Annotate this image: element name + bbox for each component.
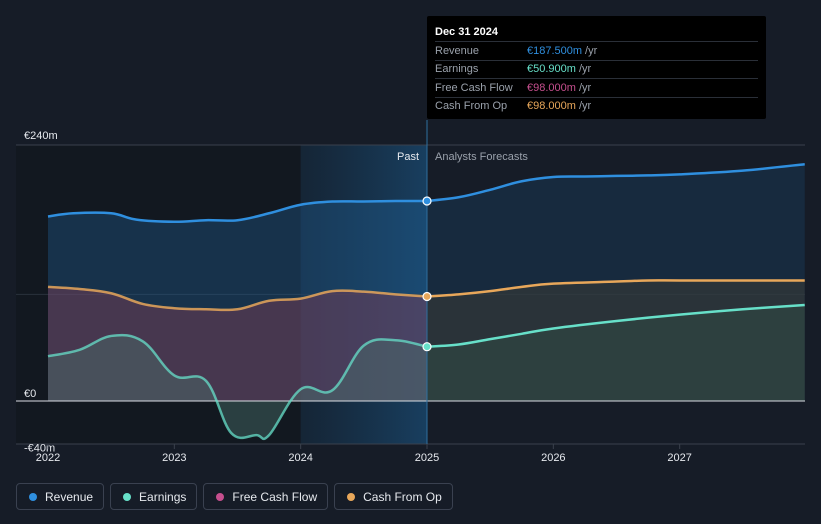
- cash-from-op-line-past: [47, 285, 428, 312]
- legend-dot-icon: [347, 492, 356, 501]
- tooltip-unit: /yr: [578, 81, 592, 94]
- earnings-marker: [422, 342, 432, 352]
- cash-from-op-marker: [422, 291, 432, 302]
- tooltip-unit: /yr: [585, 44, 598, 57]
- tooltip-label: Revenue: [435, 44, 480, 57]
- legend-item-free-cash-flow[interactable]: Free Cash Flow: [203, 483, 329, 510]
- earnings-line-forecast: [426, 303, 805, 348]
- legend: Revenue Earnings Free Cash Flow Cash Fro…: [16, 483, 453, 512]
- earnings-area-forecast: [427, 305, 805, 401]
- revenue-marker: [422, 196, 432, 206]
- x-tick-label: 2027: [667, 452, 691, 464]
- legend-dot-icon: [29, 492, 37, 501]
- legend-label: Revenue: [45, 489, 94, 504]
- tooltip-row-cash-from-op: Cash From Op €98.000m /yr: [435, 96, 758, 116]
- legend-label: Earnings: [139, 489, 187, 504]
- tooltip-row-free-cash-flow: Free Cash Flow €98.000m /yr: [435, 78, 758, 97]
- tooltip-label: Earnings: [435, 63, 479, 76]
- x-tick-label: 2026: [541, 452, 565, 464]
- x-tick-label: 2023: [162, 452, 186, 464]
- free-cash-flow-area-past: [48, 286, 427, 401]
- tooltip-value: €187.500m: [527, 44, 583, 57]
- tooltip-row-earnings: Earnings €50.900m /yr: [435, 59, 758, 79]
- x-tick-label: 2022: [36, 452, 60, 464]
- legend-dot-icon: [216, 492, 225, 501]
- tooltip-label: Cash From Op: [435, 100, 508, 113]
- tooltip-date: Dec 31 2024: [435, 26, 498, 38]
- tooltip: Dec 31 2024 Revenue €187.500m /yr Earnin…: [427, 16, 766, 119]
- revenue-area-past: [48, 200, 427, 401]
- legend-label: Free Cash Flow: [232, 489, 318, 504]
- earnings-line-past: [47, 333, 428, 441]
- x-tick-label: 2025: [415, 452, 439, 464]
- earnings-area-past: [48, 335, 427, 439]
- revenue-line-past: [47, 199, 428, 224]
- tooltip-unit: /yr: [578, 100, 592, 113]
- legend-item-earnings[interactable]: Earnings: [110, 483, 198, 510]
- y-tick-label: €0: [24, 388, 36, 400]
- legend-dot-icon: [123, 492, 132, 501]
- cash-from-op-line-forecast: [426, 279, 805, 298]
- x-tick-label: 2024: [288, 452, 312, 464]
- tooltip-value: €50.900m: [527, 63, 576, 76]
- y-tick-label: -€40m: [24, 443, 55, 455]
- tooltip-row-revenue: Revenue €187.500m /yr: [435, 41, 758, 60]
- past-label: Past: [397, 151, 419, 163]
- legend-item-revenue[interactable]: Revenue: [16, 483, 105, 510]
- tooltip-label: Free Cash Flow: [435, 81, 513, 94]
- tooltip-value: €98.000m: [527, 81, 576, 94]
- y-tick-label: €240m: [24, 130, 58, 142]
- tooltip-value: €98.000m: [527, 100, 576, 113]
- revenue-line-forecast: [426, 162, 805, 203]
- legend-label: Cash From Op: [363, 489, 442, 504]
- tooltip-unit: /yr: [578, 63, 592, 76]
- forecast-label: Analysts Forecasts: [435, 151, 528, 163]
- legend-item-cash-from-op[interactable]: Cash From Op: [334, 483, 453, 510]
